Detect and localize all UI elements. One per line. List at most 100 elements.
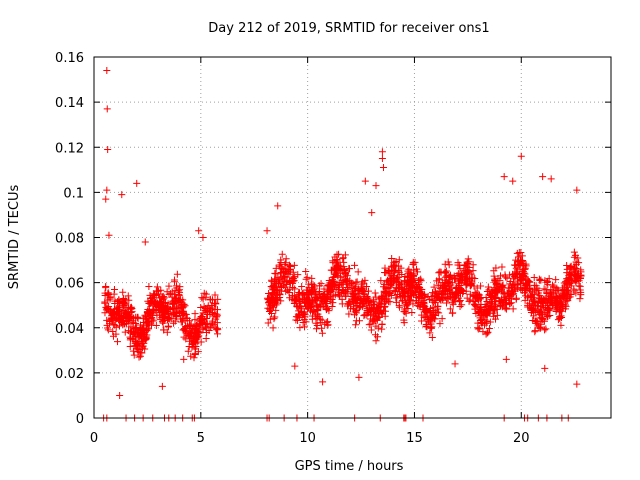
- data-point: [436, 320, 444, 328]
- data-point: [476, 324, 484, 332]
- data-point: [456, 265, 464, 273]
- data-point: [285, 261, 293, 269]
- data-point: [272, 275, 280, 283]
- data-point: [537, 276, 545, 284]
- data-point: [410, 275, 418, 283]
- data-point: [491, 278, 499, 286]
- data-point: [307, 287, 315, 295]
- data-point: [312, 319, 320, 327]
- data-point: [545, 306, 553, 314]
- data-point: [160, 317, 168, 325]
- data-point: [303, 302, 311, 310]
- data-point: [532, 282, 540, 290]
- data-point: [133, 329, 141, 337]
- data-point: [131, 325, 139, 333]
- y-tick-label: 0.16: [55, 51, 84, 66]
- data-point: [382, 284, 390, 292]
- data-point: [111, 297, 119, 305]
- data-point: [137, 324, 145, 332]
- data-point: [409, 258, 417, 266]
- data-point: [365, 321, 373, 329]
- data-point: [208, 317, 216, 325]
- data-point: [542, 325, 550, 333]
- data-point: [329, 259, 337, 267]
- data-point: [474, 325, 482, 333]
- y-tick-label: 0.12: [55, 141, 84, 156]
- data-point: [275, 276, 283, 284]
- data-point: [197, 303, 205, 311]
- data-point: [153, 311, 161, 319]
- data-point: [318, 324, 326, 332]
- data-point: [303, 290, 311, 298]
- data-point: [433, 305, 441, 313]
- data-point: [509, 275, 517, 283]
- data-point: [558, 299, 566, 307]
- data-point: [202, 335, 210, 343]
- data-point: [135, 353, 143, 361]
- data-point: [436, 268, 444, 276]
- data-point: [270, 315, 278, 323]
- data-point: [414, 302, 422, 310]
- data-point: [207, 322, 215, 330]
- data-point: [316, 319, 324, 327]
- data-point: [542, 303, 550, 311]
- data-point: [482, 319, 490, 327]
- data-point: [208, 309, 216, 317]
- data-point: [145, 307, 153, 315]
- data-point: [372, 182, 380, 190]
- data-point: [211, 291, 219, 299]
- data-point: [195, 332, 203, 340]
- data-point: [411, 279, 419, 287]
- data-point: [195, 320, 203, 328]
- data-point: [465, 297, 473, 305]
- data-point: [394, 285, 402, 293]
- data-point: [556, 315, 564, 323]
- data-point: [307, 280, 315, 288]
- x-tick-label: 20: [513, 431, 530, 446]
- data-point: [509, 288, 517, 296]
- data-point: [303, 289, 311, 297]
- data-point: [378, 148, 386, 156]
- data-point: [572, 278, 580, 286]
- data-point: [393, 284, 401, 292]
- data-point: [431, 315, 439, 323]
- data-point: [183, 329, 191, 337]
- data-point: [486, 318, 494, 326]
- data-point: [133, 179, 141, 187]
- data-point: [552, 293, 560, 301]
- data-point: [378, 155, 386, 163]
- data-point: [543, 289, 551, 297]
- data-point: [132, 333, 140, 341]
- data-point: [113, 304, 121, 312]
- data-point: [336, 265, 344, 273]
- data-point: [391, 268, 399, 276]
- data-point: [577, 291, 585, 299]
- data-point: [212, 299, 220, 307]
- data-point: [459, 276, 467, 284]
- data-point: [302, 318, 310, 326]
- data-point: [418, 317, 426, 325]
- data-point: [203, 306, 211, 314]
- data-point: [501, 271, 509, 279]
- data-point: [558, 313, 566, 321]
- data-point: [324, 318, 332, 326]
- data-point: [274, 202, 282, 210]
- data-point: [118, 191, 126, 199]
- data-point: [191, 310, 199, 318]
- data-point: [518, 267, 526, 275]
- data-point: [428, 297, 436, 305]
- data-point: [171, 297, 179, 305]
- data-point: [368, 209, 376, 217]
- data-point: [358, 280, 366, 288]
- data-point: [543, 313, 551, 321]
- data-point: [136, 352, 144, 360]
- data-point: [436, 285, 444, 293]
- data-point: [428, 289, 436, 297]
- data-point: [121, 328, 129, 336]
- data-point: [462, 281, 470, 289]
- data-point: [502, 355, 510, 363]
- data-point: [427, 316, 435, 324]
- data-point: [444, 294, 452, 302]
- data-point: [447, 273, 455, 281]
- data-point: [363, 293, 371, 301]
